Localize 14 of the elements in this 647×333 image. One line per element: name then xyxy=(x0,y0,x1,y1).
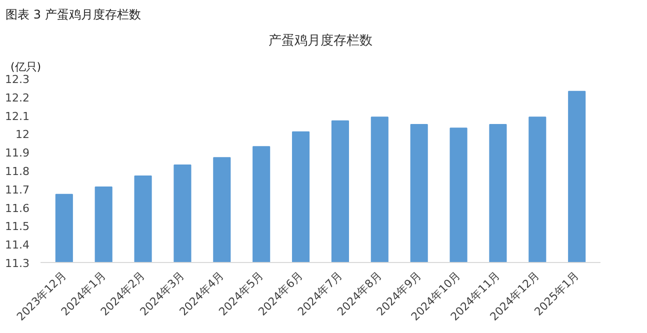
y-tick-label: 12 xyxy=(16,128,30,142)
y-tick-label: 11.8 xyxy=(5,165,30,178)
y-tick-label: 12.3 xyxy=(5,73,30,86)
y-tick-label: 11.9 xyxy=(5,146,30,160)
y-tick-label: 11.7 xyxy=(5,183,30,196)
y-tick-label: 11.4 xyxy=(5,238,30,252)
y-axis-title: (亿只) xyxy=(10,60,42,74)
y-tick-label: 12.2 xyxy=(5,91,30,104)
y-tick-label: 11.3 xyxy=(5,257,30,270)
y-tick-label: 11.5 xyxy=(5,220,30,234)
chart-title: 产蛋鸡月度存栏数 xyxy=(268,32,372,48)
y-tick-label: 12.1 xyxy=(5,110,30,123)
text: 图表 3 产蛋鸡月度存栏数 xyxy=(6,8,141,22)
y-tick-label: 11.6 xyxy=(5,202,30,215)
